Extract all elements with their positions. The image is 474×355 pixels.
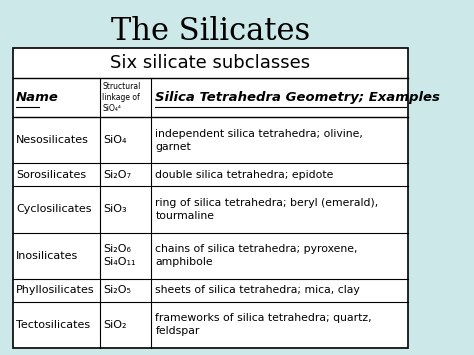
Text: frameworks of silica tetrahedra; quartz,
feldspar: frameworks of silica tetrahedra; quartz,…: [155, 313, 372, 337]
Text: Si₂O₇: Si₂O₇: [103, 170, 131, 180]
Text: Si₂O₆
Si₄O₁₁: Si₂O₆ Si₄O₁₁: [103, 244, 136, 267]
Text: independent silica tetrahedra; olivine,
garnet: independent silica tetrahedra; olivine, …: [155, 129, 363, 152]
Text: The Silicates: The Silicates: [111, 16, 310, 47]
Text: Sorosilicates: Sorosilicates: [16, 170, 86, 180]
Text: ring of silica tetrahedra; beryl (emerald),
tourmaline: ring of silica tetrahedra; beryl (emeral…: [155, 198, 379, 221]
Text: Si₂O₅: Si₂O₅: [103, 285, 131, 295]
Text: chains of silica tetrahedra; pyroxene,
amphibole: chains of silica tetrahedra; pyroxene, a…: [155, 244, 358, 267]
Text: SiO₂: SiO₂: [103, 320, 127, 330]
Bar: [13, 48, 408, 348]
Text: Six silicate subclasses: Six silicate subclasses: [110, 54, 310, 72]
Text: Cyclosilicates: Cyclosilicates: [16, 204, 91, 214]
Text: Nesosilicates: Nesosilicates: [16, 135, 89, 145]
Text: Phyllosilicates: Phyllosilicates: [16, 285, 95, 295]
Text: Structural
linkage of
SiO₄⁴: Structural linkage of SiO₄⁴: [102, 82, 141, 113]
Text: double silica tetrahedra; epidote: double silica tetrahedra; epidote: [155, 170, 334, 180]
Text: SiO₃: SiO₃: [103, 204, 127, 214]
Text: Name: Name: [16, 91, 59, 104]
Text: Inosilicates: Inosilicates: [16, 251, 78, 261]
Text: Silica Tetrahedra Geometry; Examples: Silica Tetrahedra Geometry; Examples: [155, 91, 440, 104]
Text: sheets of silica tetrahedra; mica, clay: sheets of silica tetrahedra; mica, clay: [155, 285, 360, 295]
Text: Tectosilicates: Tectosilicates: [16, 320, 90, 330]
Text: SiO₄: SiO₄: [103, 135, 127, 145]
